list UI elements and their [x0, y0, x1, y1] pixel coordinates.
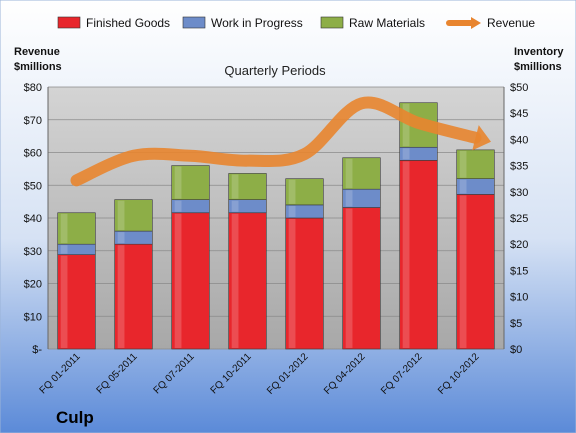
revenue-series	[70, 96, 491, 187]
bar-raw-materials	[114, 199, 153, 232]
bar-raw-materials	[171, 165, 210, 200]
bar-highlight	[288, 219, 296, 348]
company-name: Culp	[56, 408, 94, 427]
left-tick-label: $80	[24, 82, 42, 94]
bar-finished-goods	[114, 243, 153, 350]
bar-highlight	[402, 103, 410, 147]
right-tick-label: $25	[510, 213, 528, 225]
bar-highlight	[345, 190, 353, 207]
left-tick-label: $30	[24, 246, 42, 258]
left-axis-label-line1: Revenue	[14, 46, 60, 58]
left-tick-label: $20	[24, 279, 42, 291]
right-tick-label: $15	[510, 265, 528, 277]
bar-highlight	[117, 232, 125, 244]
bar-highlight	[60, 255, 68, 348]
legend-swatch-arrow	[471, 17, 481, 29]
bar-finished-goods	[228, 212, 267, 350]
right-tick-label: $10	[510, 292, 528, 304]
bar-highlight	[288, 179, 296, 204]
legend-label: Finished Goods	[86, 16, 170, 30]
right-axis-label-line2: $millions	[514, 61, 562, 73]
revenue-arrowhead	[472, 125, 491, 151]
left-tick-label: $40	[24, 213, 42, 225]
bar-highlight	[345, 158, 353, 189]
bars	[57, 102, 495, 350]
bar-highlight	[402, 148, 410, 160]
legend-label: Raw Materials	[349, 16, 425, 30]
bar-highlight	[345, 208, 353, 348]
bar-raw-materials	[57, 212, 96, 245]
bar-highlight	[402, 161, 410, 348]
bar-highlight	[459, 195, 467, 348]
bar-highlight	[174, 200, 182, 212]
bar-finished-goods	[57, 254, 96, 350]
bar-highlight	[117, 200, 125, 231]
right-tick-label: $5	[510, 318, 522, 330]
bar-highlight	[231, 213, 239, 348]
bar-highlight	[459, 150, 467, 178]
revenue-line	[70, 96, 482, 187]
legend-swatch	[57, 16, 81, 29]
right-tick-label: $30	[510, 187, 528, 199]
right-tick-label: $40	[510, 134, 528, 146]
bar-highlight	[174, 166, 182, 199]
bar-raw-materials	[285, 178, 324, 206]
bar-highlight	[60, 245, 68, 254]
right-tick-label: $35	[510, 161, 528, 173]
bar-raw-materials	[228, 173, 267, 200]
legend: Finished Goods Work in Progress Raw Materi…	[57, 16, 535, 30]
left-tick-label: $50	[24, 180, 42, 192]
bar-finished-goods	[342, 207, 381, 350]
right-tick-label: $50	[510, 82, 528, 94]
legend-swatch	[182, 16, 206, 29]
left-tick-label: $-	[32, 344, 42, 356]
bar-highlight	[231, 200, 239, 212]
bar-raw-materials	[456, 149, 495, 180]
bar-highlight	[60, 213, 68, 244]
right-tick-label: $45	[510, 108, 528, 120]
chart-title: Quarterly Periods	[224, 63, 326, 78]
right-tick-label: $20	[510, 239, 528, 251]
bar-finished-goods	[399, 160, 438, 350]
bar-highlight	[459, 179, 467, 194]
right-axis-label-line1: Inventory	[514, 46, 564, 58]
bar-highlight	[231, 174, 239, 199]
left-axis-label-line2: $millions	[14, 61, 62, 73]
left-axis-ticks: $- $10 $20 $30 $40 $50 $60 $70 $80	[24, 82, 43, 356]
bar-highlight	[117, 245, 125, 348]
left-tick-label: $60	[24, 148, 42, 160]
left-tick-label: $10	[24, 311, 42, 323]
right-tick-label: $0	[510, 344, 522, 356]
legend-label: Revenue	[487, 16, 535, 30]
bar-finished-goods	[456, 194, 495, 350]
bar-highlight	[288, 205, 296, 217]
bar-raw-materials	[342, 157, 381, 190]
legend-swatch	[320, 16, 344, 29]
left-tick-label: $70	[24, 115, 42, 127]
legend-label: Work in Progress	[211, 16, 303, 30]
bar-finished-goods	[285, 217, 324, 350]
right-axis-ticks: $0 $5 $10 $15 $20 $25 $30 $35 $40 $45 $50	[510, 82, 528, 356]
bar-highlight	[174, 213, 182, 348]
